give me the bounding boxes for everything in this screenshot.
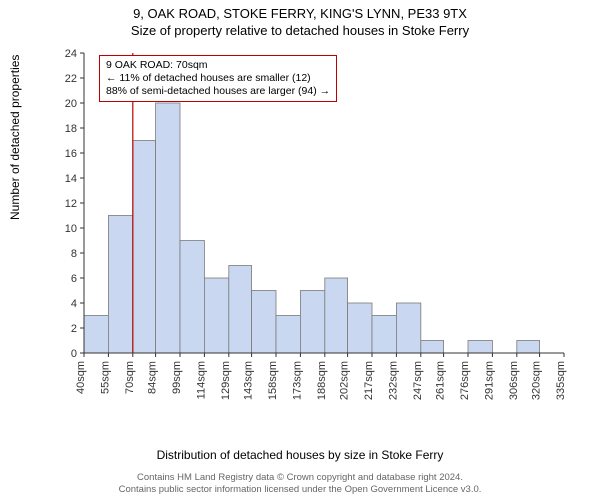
y-axis-label: Number of detached properties [8, 55, 22, 220]
svg-text:2: 2 [71, 323, 77, 335]
svg-text:173sqm: 173sqm [291, 361, 303, 400]
svg-text:70sqm: 70sqm [124, 361, 136, 394]
svg-text:306sqm: 306sqm [508, 361, 520, 400]
svg-text:158sqm: 158sqm [267, 361, 279, 400]
svg-text:320sqm: 320sqm [531, 361, 543, 400]
svg-text:247sqm: 247sqm [412, 361, 424, 400]
svg-text:188sqm: 188sqm [316, 361, 328, 400]
svg-text:4: 4 [71, 298, 77, 310]
svg-text:20: 20 [65, 98, 77, 110]
svg-text:143sqm: 143sqm [243, 361, 255, 400]
svg-text:55sqm: 55sqm [99, 361, 111, 394]
svg-text:12: 12 [65, 198, 77, 210]
svg-text:99sqm: 99sqm [171, 361, 183, 394]
svg-text:335sqm: 335sqm [555, 361, 567, 400]
svg-text:8: 8 [71, 248, 77, 260]
svg-text:291sqm: 291sqm [483, 361, 495, 400]
svg-text:40sqm: 40sqm [75, 361, 87, 394]
svg-text:18: 18 [65, 123, 77, 135]
svg-text:10: 10 [65, 223, 77, 235]
svg-text:0: 0 [71, 348, 77, 360]
svg-text:202sqm: 202sqm [339, 361, 351, 400]
x-axis-label: Distribution of detached houses by size … [0, 448, 600, 462]
svg-text:129sqm: 129sqm [220, 361, 232, 400]
svg-text:261sqm: 261sqm [435, 361, 447, 400]
svg-text:84sqm: 84sqm [147, 361, 159, 394]
annotation-line-2: ← 11% of detached houses are smaller (12… [106, 72, 330, 85]
annotation-line-1: 9 OAK ROAD: 70sqm [106, 59, 330, 72]
page-title-line1: 9, OAK ROAD, STOKE FERRY, KING'S LYNN, P… [0, 0, 600, 21]
page-title-line2: Size of property relative to detached ho… [0, 21, 600, 38]
footer-line-2: Contains public sector information licen… [0, 484, 600, 496]
svg-text:14: 14 [65, 173, 77, 185]
footer-line-1: Contains HM Land Registry data © Crown c… [0, 472, 600, 484]
svg-text:114sqm: 114sqm [195, 361, 207, 399]
svg-text:276sqm: 276sqm [459, 361, 471, 400]
svg-text:6: 6 [71, 273, 77, 285]
annotation-line-3: 88% of semi-detached houses are larger (… [106, 85, 330, 98]
annotation-box: 9 OAK ROAD: 70sqm ← 11% of detached hous… [99, 55, 337, 102]
svg-text:22: 22 [65, 73, 77, 85]
svg-text:24: 24 [65, 48, 77, 60]
footer: Contains HM Land Registry data © Crown c… [0, 472, 600, 496]
svg-text:232sqm: 232sqm [387, 361, 399, 400]
svg-text:217sqm: 217sqm [363, 361, 375, 400]
svg-text:16: 16 [65, 148, 77, 160]
